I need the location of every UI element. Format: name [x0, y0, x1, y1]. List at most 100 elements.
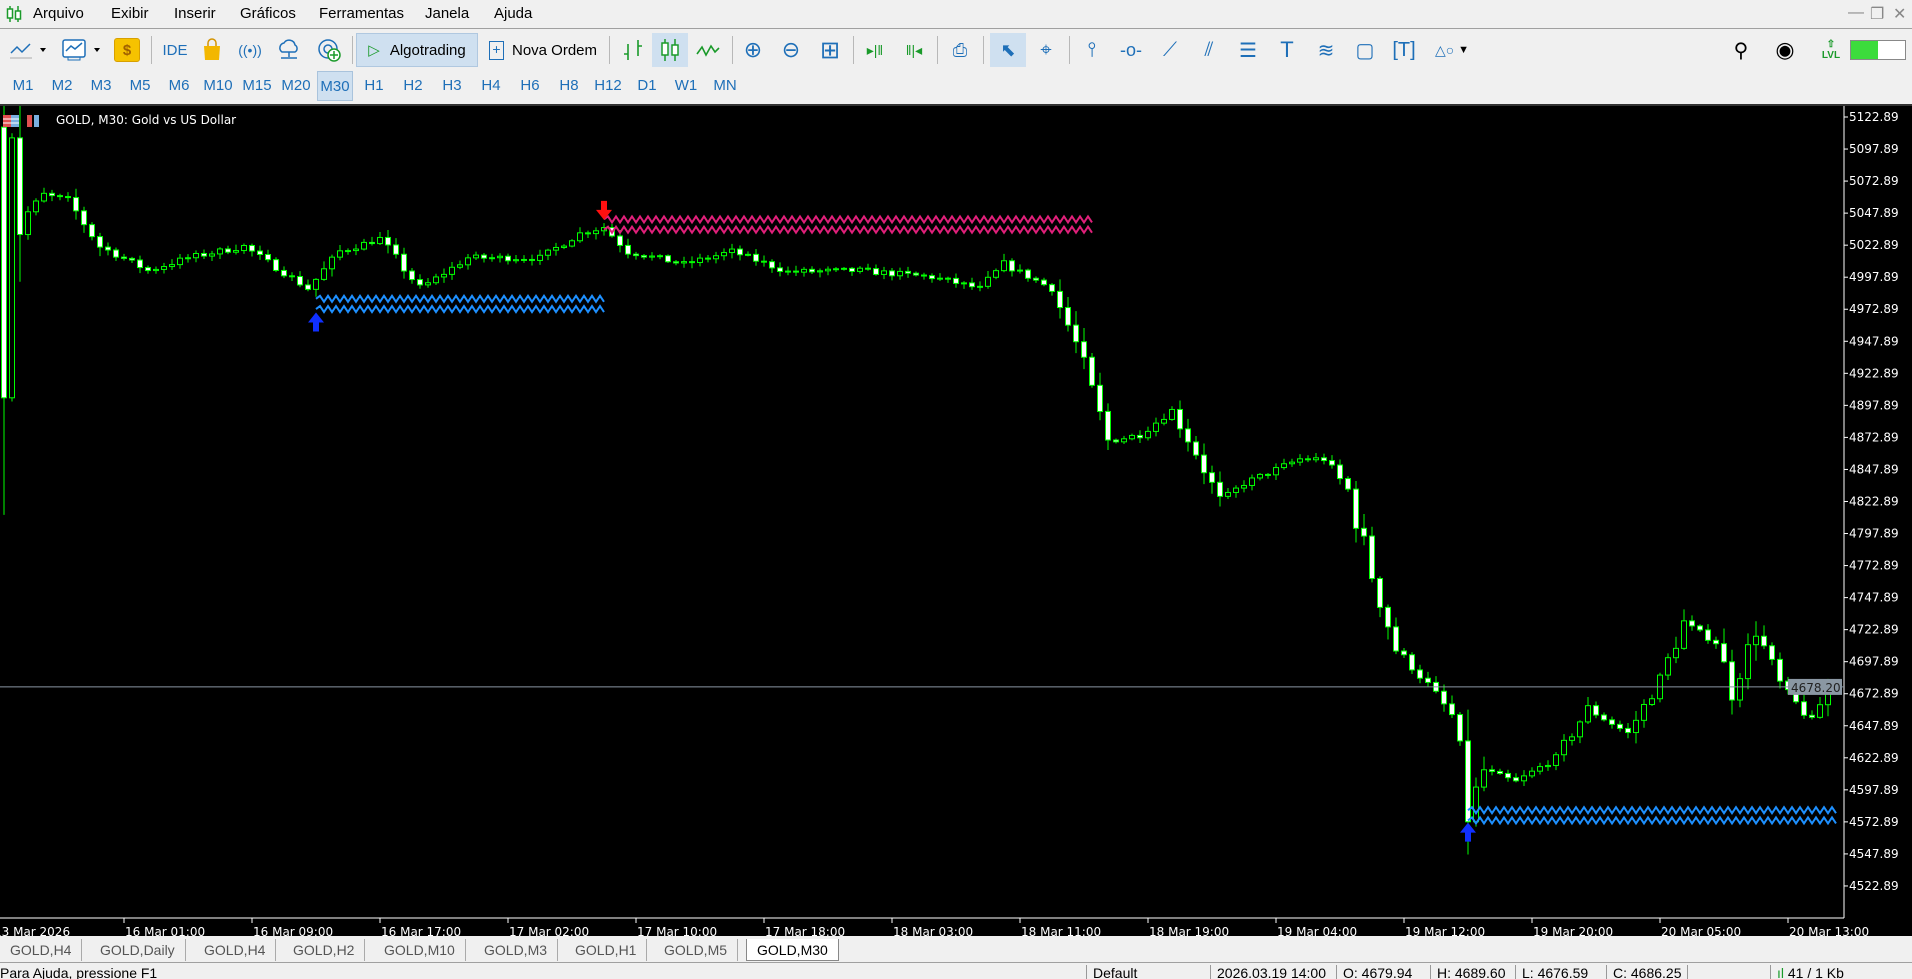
- timeframe-h12[interactable]: H12: [594, 77, 622, 94]
- timeframe-m6[interactable]: M6: [168, 77, 190, 94]
- profile-icon[interactable]: ◉: [1775, 37, 1795, 62]
- cursor-icon[interactable]: ⬉: [990, 33, 1026, 67]
- ide-button[interactable]: IDE: [162, 41, 188, 59]
- timeframe-m10[interactable]: M10: [203, 77, 233, 94]
- restore-icon[interactable]: ❐: [1870, 6, 1885, 23]
- timeframe-m3[interactable]: M3: [90, 77, 112, 94]
- market-bag-icon[interactable]: [198, 33, 226, 67]
- candle-body: [1313, 457, 1319, 461]
- shapes-dropdown[interactable]: △○ ▼: [1427, 33, 1477, 67]
- candle-body: [729, 248, 735, 254]
- status-profile[interactable]: Default: [1086, 965, 1137, 979]
- chevron-down-icon: ▼: [1458, 44, 1470, 56]
- timeframe-m1[interactable]: M1: [12, 77, 34, 94]
- candle-body: [1121, 438, 1127, 443]
- chart-tab[interactable]: GOLD,M5: [654, 939, 739, 961]
- algotrading-label: Algotrading: [389, 41, 466, 59]
- chart-type-dropdown[interactable]: [8, 33, 52, 67]
- chart-tab[interactable]: GOLD,M30: [746, 939, 839, 961]
- chart-tab[interactable]: GOLD,H4: [0, 939, 83, 961]
- line-chart-button[interactable]: [692, 33, 724, 67]
- timeframe-h2[interactable]: H2: [403, 77, 423, 94]
- menu-arquivo[interactable]: Arquivo: [33, 5, 84, 22]
- menu-graficos[interactable]: Gráficos: [240, 5, 296, 22]
- line-icon: [696, 44, 720, 57]
- candle-body: [777, 267, 783, 272]
- bar-chart-button[interactable]: [617, 33, 649, 67]
- rectangle-icon[interactable]: ▢: [1355, 39, 1375, 62]
- vps-cloud-icon[interactable]: [274, 33, 304, 67]
- menu-janela[interactable]: Janela: [425, 5, 470, 22]
- vertical-line-icon[interactable]: ⫯: [1087, 38, 1097, 61]
- timeframe-mn[interactable]: MN: [713, 77, 737, 94]
- text-icon[interactable]: T: [1280, 37, 1294, 62]
- candle-body: [569, 240, 575, 247]
- minimize-icon[interactable]: —: [1848, 4, 1864, 21]
- candle-body: [1705, 629, 1711, 641]
- menu-ajuda[interactable]: Ajuda: [494, 5, 533, 22]
- timeframe-d1[interactable]: D1: [637, 77, 657, 94]
- grid-icon[interactable]: ⊞: [819, 36, 841, 64]
- chart-tab[interactable]: GOLD,H2: [283, 939, 366, 961]
- chart-tab[interactable]: GOLD,H1: [565, 939, 648, 961]
- buy-arrow-icon: [1460, 822, 1476, 842]
- timeframe-w1[interactable]: W1: [674, 77, 698, 94]
- chart-area[interactable]: 5122.89 5097.89 5072.89 5047.89 5022.89 4997.…: [0, 104, 1912, 938]
- candle-body: [1409, 654, 1415, 671]
- menu-inserir[interactable]: Inserir: [174, 5, 216, 22]
- text-label-icon[interactable]: [T]: [1392, 38, 1416, 61]
- zoom-in-icon[interactable]: ⊕: [743, 37, 763, 62]
- search-icon[interactable]: ⚲: [1733, 39, 1749, 62]
- menu-exibir[interactable]: Exibir: [111, 5, 149, 22]
- level-button[interactable]: ⇧ LVL: [1816, 33, 1846, 67]
- candle-body: [1113, 439, 1119, 443]
- candle-body: [193, 252, 199, 259]
- candle-body: [1561, 739, 1567, 756]
- candlestick-chart-button[interactable]: [652, 33, 688, 67]
- candlestick-chart[interactable]: 5122.89 5097.89 5072.89 5047.89 5022.89 4997.…: [0, 106, 1912, 938]
- candle-body: [857, 267, 863, 272]
- timeframe-h1[interactable]: H1: [364, 77, 384, 94]
- candle-body: [1521, 775, 1527, 782]
- timeframe-m2[interactable]: M2: [51, 77, 73, 94]
- horizontal-line-icon[interactable]: -o-: [1120, 39, 1142, 60]
- candle-body: [33, 200, 39, 213]
- close-icon[interactable]: ✕: [1893, 6, 1907, 23]
- candle-body: [913, 272, 919, 276]
- timeframe-h4[interactable]: H4: [481, 77, 501, 94]
- timeframe-m30[interactable]: M30: [317, 71, 353, 101]
- algotrading-button[interactable]: ▷ Algotrading: [356, 33, 478, 67]
- autoscroll-icon[interactable]: ▸|‖: [866, 41, 884, 58]
- trendline-icon[interactable]: ⟋: [1163, 38, 1177, 61]
- chart-tab[interactable]: GOLD,M10: [374, 939, 466, 961]
- market-dollar-button[interactable]: $: [114, 38, 140, 62]
- fibonacci-icon[interactable]: ☰: [1239, 39, 1257, 62]
- timeframe-m15[interactable]: M15: [242, 77, 272, 94]
- candle-body: [1353, 488, 1359, 529]
- chart-tab[interactable]: GOLD,Daily: [90, 939, 186, 961]
- timeframe-h8[interactable]: H8: [559, 77, 579, 94]
- chart-shift-icon[interactable]: ‖|◂: [905, 41, 923, 58]
- screenshot-icon[interactable]: ⎙: [952, 39, 968, 60]
- candle-body: [1625, 727, 1631, 734]
- pitchfork-icon[interactable]: ≋: [1317, 39, 1335, 62]
- timeframe-m5[interactable]: M5: [129, 77, 151, 94]
- signals-icon[interactable]: ((•)): [238, 42, 262, 58]
- signal-level-line: [603, 214, 1093, 225]
- new-order-button[interactable]: + Nova Ordem: [484, 33, 602, 67]
- chart-template-dropdown[interactable]: [60, 33, 106, 67]
- price-tick-label: 5097.89: [1849, 142, 1899, 156]
- candle-body: [881, 270, 887, 275]
- timeframe-h3[interactable]: H3: [442, 77, 462, 94]
- chart-tab[interactable]: GOLD,H4: [194, 939, 277, 961]
- menu-ferramentas[interactable]: Ferramentas: [319, 5, 405, 22]
- price-tick-label: 4972.89: [1849, 302, 1899, 316]
- price-tick-label: 4922.89: [1849, 366, 1899, 380]
- channel-icon[interactable]: ⫽: [1204, 38, 1214, 61]
- chart-tab[interactable]: GOLD,M3: [474, 939, 559, 961]
- timeframe-m20[interactable]: M20: [281, 77, 311, 94]
- crosshair-icon[interactable]: ⌖: [1040, 38, 1052, 61]
- timeframe-h6[interactable]: H6: [520, 77, 540, 94]
- copy-trading-icon[interactable]: [314, 33, 344, 67]
- zoom-out-icon[interactable]: ⊖: [781, 37, 801, 62]
